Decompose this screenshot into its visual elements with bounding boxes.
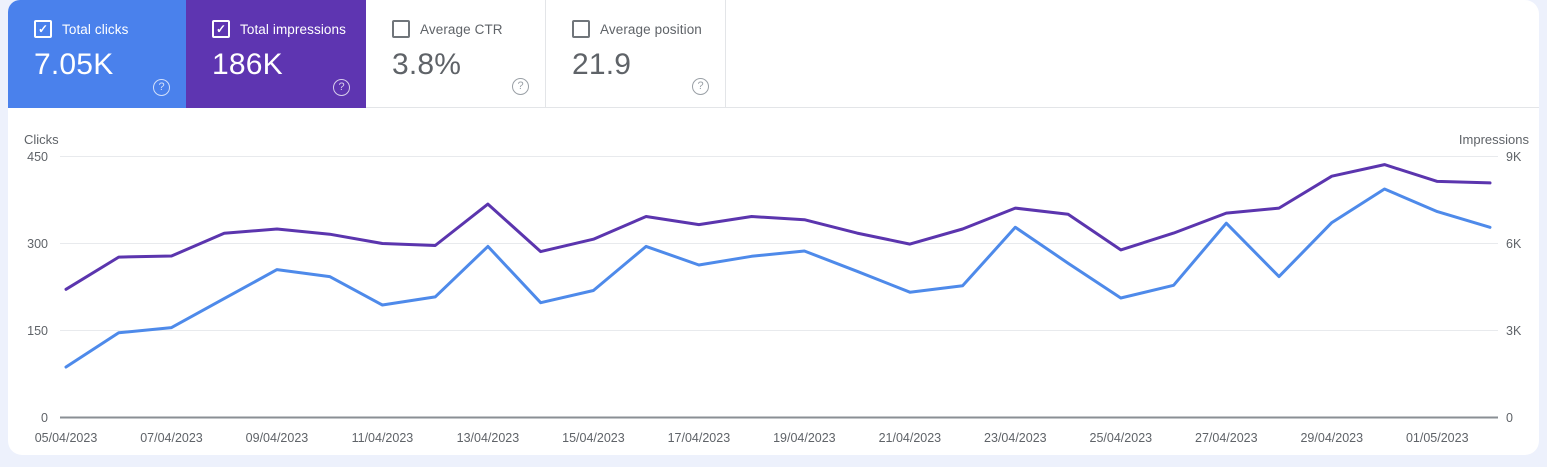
right-axis-tick: 0 [1506,411,1513,425]
left-axis-label: Clicks [24,132,59,147]
help-icon[interactable]: ? [692,78,709,95]
metric-value: 21.9 [572,48,632,81]
metric-cards-row: ✓ Total clicks 7.05K ? ✓ Total impressio… [8,0,1539,108]
impressions-line[interactable] [64,163,1492,291]
total-clicks-checkbox[interactable]: ✓ [34,20,52,38]
left-axis-tick: 450 [27,150,48,164]
metric-value: 7.05K [34,48,114,81]
right-axis-tick: 6K [1506,237,1522,251]
average-ctr-checkbox[interactable] [392,20,410,38]
metric-card-average-ctr[interactable]: Average CTR 3.8% ? [366,0,546,108]
x-axis-tick: 25/04/2023 [1090,431,1153,445]
x-axis-tick: 05/04/2023 [35,431,98,445]
right-axis-tick: 3K [1506,324,1522,338]
performance-panel: ✓ Total clicks 7.05K ? ✓ Total impressio… [8,0,1539,455]
x-axis-tick: 11/04/2023 [352,431,414,445]
x-axis-tick: 09/04/2023 [246,431,309,445]
help-icon[interactable]: ? [512,78,529,95]
x-axis-tick: 17/04/2023 [668,431,731,445]
x-axis-tick: 13/04/2023 [457,431,520,445]
total-impressions-checkbox[interactable]: ✓ [212,20,230,38]
x-axis-tick: 21/04/2023 [879,431,942,445]
x-axis-tick: 15/04/2023 [562,431,625,445]
x-axis-tick: 29/04/2023 [1300,431,1363,445]
help-icon[interactable]: ? [153,79,170,96]
metric-value: 3.8% [392,48,462,81]
metric-label: Total impressions [240,21,346,37]
x-axis-tick: 27/04/2023 [1195,431,1258,445]
clicks-line[interactable] [64,187,1492,369]
metric-label: Average position [600,21,702,37]
average-position-checkbox[interactable] [572,20,590,38]
metric-label: Average CTR [420,21,503,37]
right-axis-tick: 9K [1506,150,1522,164]
x-axis-tick: 07/04/2023 [140,431,203,445]
metric-card-total-clicks[interactable]: ✓ Total clicks 7.05K ? [8,0,186,108]
metric-card-total-impressions[interactable]: ✓ Total impressions 186K ? [186,0,366,108]
metric-card-average-position[interactable]: Average position 21.9 ? [546,0,726,108]
metric-value: 186K [212,48,283,81]
cards-row-filler [726,0,1539,108]
left-axis-tick: 0 [41,411,48,425]
metric-label: Total clicks [62,21,129,37]
x-axis-tick: 23/04/2023 [984,431,1047,445]
x-axis-tick: 19/04/2023 [773,431,836,445]
right-axis-label: Impressions [1459,132,1530,147]
left-axis-tick: 300 [27,237,48,251]
performance-chart[interactable]: 0 0 150 3K 300 6K 450 9K Clicks Impressions 05/04/… [8,125,1539,455]
x-axis-tick: 01/05/2023 [1406,431,1469,445]
left-axis-tick: 150 [27,324,48,338]
help-icon[interactable]: ? [333,79,350,96]
